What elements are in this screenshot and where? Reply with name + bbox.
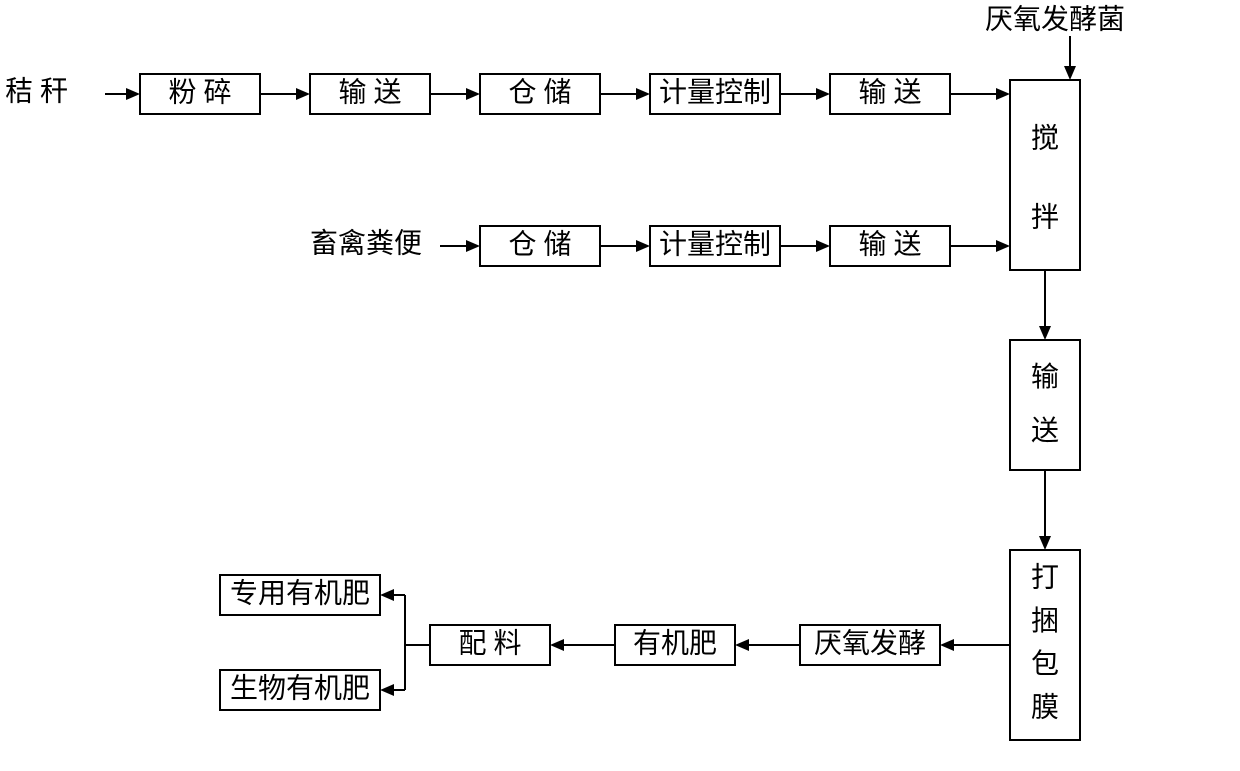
node-bale-label-2: 包	[1031, 648, 1059, 680]
input-bacteria: 厌氧发酵菌	[985, 3, 1125, 35]
node-bio-label: 生物有机肥	[230, 672, 370, 704]
node-convey4	[1010, 340, 1080, 470]
input-straw: 秸 秆	[5, 75, 68, 107]
node-ferment-label: 厌氧发酵	[814, 627, 926, 659]
node-convey4-label-1: 送	[1031, 415, 1059, 447]
node-bale-label-3: 膜	[1031, 691, 1059, 723]
node-convey3-label: 输 送	[858, 228, 921, 260]
node-meter2-label: 计量控制	[659, 228, 771, 260]
node-convey4-label-0: 输	[1031, 361, 1059, 393]
node-organic-label: 有机肥	[633, 627, 717, 659]
node-store2-label: 仓 储	[508, 228, 571, 260]
node-crush-label: 粉 碎	[168, 76, 231, 108]
node-bale-label-1: 捆	[1031, 605, 1059, 637]
node-dosing-label: 配 料	[458, 627, 521, 659]
node-bale-label-0: 打	[1031, 562, 1059, 594]
node-special-label: 专用有机肥	[230, 577, 370, 609]
input-manure: 畜禽粪便	[310, 227, 422, 259]
node-meter1-label: 计量控制	[659, 76, 771, 108]
node-convey1-label: 输 送	[338, 76, 401, 108]
node-mix-label-0: 搅	[1031, 122, 1059, 154]
node-mix	[1010, 80, 1080, 270]
flowchart: 秸 秆畜禽粪便厌氧发酵菌粉 碎输 送仓 储计量控制输 送仓 储计量控制输 送搅拌…	[0, 0, 1240, 771]
node-convey2-label: 输 送	[858, 76, 921, 108]
node-store1-label: 仓 储	[508, 76, 571, 108]
node-mix-label-1: 拌	[1031, 201, 1059, 233]
